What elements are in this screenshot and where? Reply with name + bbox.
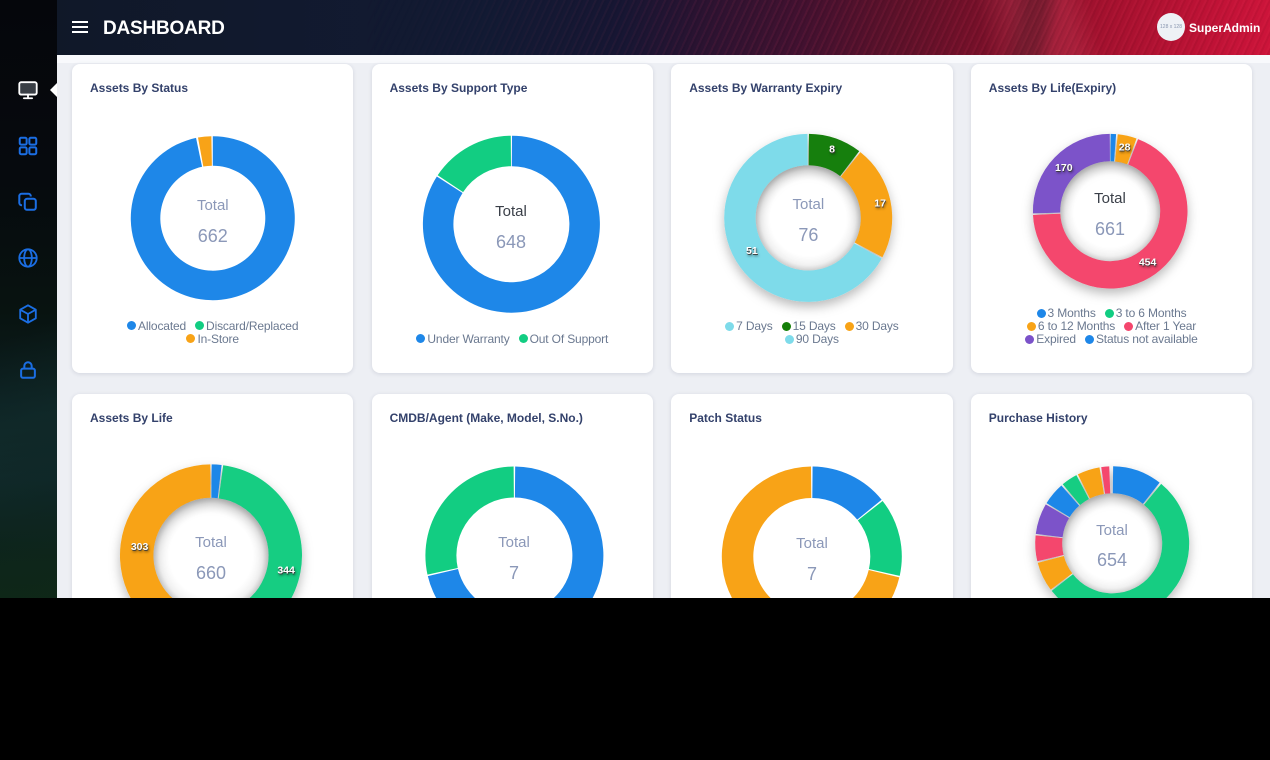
svg-text:28: 28 — [1119, 141, 1131, 153]
svg-text:51: 51 — [746, 245, 758, 257]
svg-text:303: 303 — [131, 540, 149, 552]
svg-text:454: 454 — [1139, 256, 1157, 268]
svg-text:170: 170 — [1055, 162, 1073, 174]
svg-text:17: 17 — [874, 197, 886, 209]
svg-text:344: 344 — [277, 564, 295, 576]
svg-text:8: 8 — [829, 143, 835, 155]
